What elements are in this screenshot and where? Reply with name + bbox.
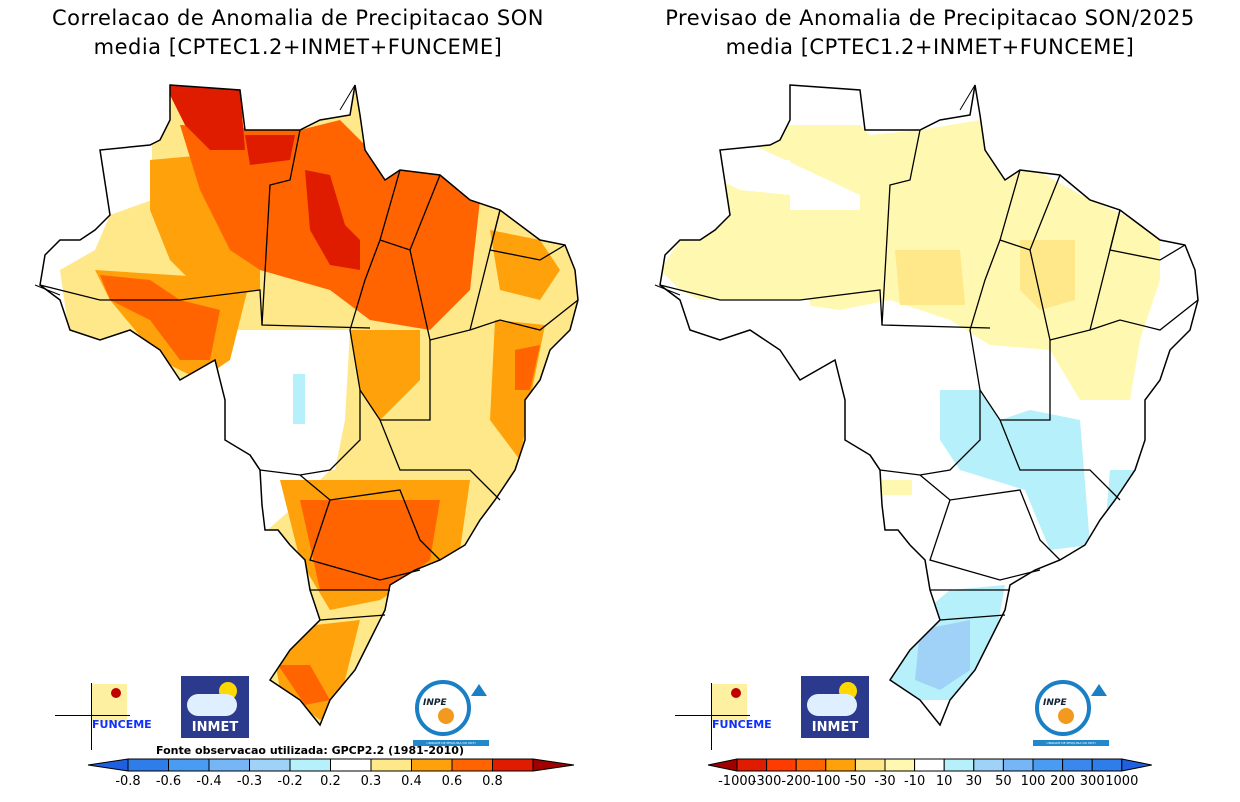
inmet-logo: INMET: [181, 676, 249, 738]
left-colorbar: -0.8 -0.6 -0.4 -0.3 -0.2 0.2 0.3 0.4 0.6 0.8: [87, 755, 575, 795]
zone-neutral-cw: [215, 330, 350, 470]
inmet-logo-right: INMET: [801, 676, 869, 738]
colorbar-tick-label: 200: [1050, 774, 1076, 789]
colorbar-swatch: [330, 758, 372, 772]
zone-0.6-0.8-rr: [165, 85, 245, 150]
colorbar-swatch: [1002, 758, 1034, 772]
colorbar-swatch: [451, 758, 493, 772]
colorbar-swatch: [854, 758, 886, 772]
colorbar-low-arrow: [707, 758, 738, 772]
zone-neutral-nw: [740, 160, 795, 190]
colorbar-tick-label: -0.8: [115, 774, 141, 789]
colorbar-swatch: [884, 758, 916, 772]
colorbar-tick-label: 50: [995, 774, 1012, 789]
colorbar-tick-label: 0.3: [360, 774, 382, 789]
zone-minus30-minus50-a: [895, 250, 965, 305]
colorbar-tick-label: -0.6: [155, 774, 182, 789]
zone-30-50: [915, 620, 970, 690]
inpe-subtitle: UNIDADE DE PESQUISA DO MCTI: [413, 740, 489, 746]
zone-minus10-minus30-sw: [882, 480, 912, 495]
zone-negative: [293, 374, 305, 424]
colorbar-swatch: [973, 758, 1004, 772]
colorbar-swatch: [1032, 758, 1064, 772]
colorbar-swatches: [707, 758, 1152, 772]
colorbar-tick-label: -200: [781, 774, 811, 789]
funceme-label: FUNCEME: [92, 718, 152, 731]
colorbar-tick-label: 100: [1020, 774, 1046, 789]
colorbar-swatch: [914, 758, 945, 772]
colorbar-tick-label: -30: [874, 774, 896, 789]
colorbar-swatch: [249, 758, 291, 772]
colorbar-swatches: [87, 758, 575, 772]
colorbar-tick-label: -300: [751, 774, 782, 789]
funceme-logo: FUNCEME: [55, 680, 155, 750]
colorbar-tick-label: -1000: [718, 774, 756, 789]
zone-0.6-0.8-n: [245, 135, 295, 165]
right-title-line1: Previsao de Anomalia de Precipitacao SON…: [665, 6, 1195, 30]
left-title-line1: Correlacao de Anomalia de Precipitacao S…: [52, 6, 544, 30]
left-map-title: Correlacao de Anomalia de Precipitacao S…: [0, 4, 608, 62]
colorbar-swatch: [943, 758, 975, 772]
data-source-note: Fonte observacao utilizada: GPCP2.2 (198…: [156, 744, 464, 757]
colorbar-tick-label: 0.8: [482, 774, 503, 789]
colorbar-tick-label: 1000: [1105, 774, 1139, 789]
inpe-subtitle: UNIDADE DE PESQUISA DO MCTI: [1033, 740, 1109, 746]
colorbar-low-arrow: [87, 758, 129, 772]
colorbar-tick-label: -50: [844, 774, 867, 789]
left-correlation-map: [34, 84, 579, 726]
left-title-line2: media [CPTEC1.2+INMET+FUNCEME]: [93, 35, 503, 59]
colorbar-swatch: [795, 758, 827, 772]
right-title-line2: media [CPTEC1.2+INMET+FUNCEME]: [725, 35, 1135, 59]
zone-minus30-minus50-b: [1020, 240, 1075, 310]
zone-neutral-w: [770, 300, 810, 320]
funceme-logo-right: FUNCEME: [675, 680, 775, 750]
colorbar-tick-label: -10: [903, 774, 926, 789]
colorbar-swatch: [1091, 758, 1123, 772]
zone-0.4-0.6-e: [515, 345, 540, 390]
zone-0.3-0.4-ne: [490, 230, 560, 300]
colorbar-tick-label: 10: [935, 774, 953, 789]
colorbar-tick-label: -0.3: [236, 774, 263, 789]
funceme-label: FUNCEME: [712, 718, 772, 731]
colorbar-tick-label: 30: [965, 774, 983, 789]
colorbar-swatch: [411, 758, 453, 772]
colorbar-swatch: [825, 758, 856, 772]
colorbar-high-arrow: [532, 758, 575, 772]
inpe-label: INPE: [423, 698, 447, 708]
right-map-title: Previsao de Anomalia de Precipitacao SON…: [620, 4, 1240, 62]
zone-0.4-0.6-w: [100, 275, 220, 360]
colorbar-swatch: [766, 758, 797, 772]
colorbar-swatch: [127, 758, 169, 772]
right-colorbar: -1000 -300 -200 -100 -50 -30 -10 10 30 50 100 200 30…: [707, 755, 1157, 795]
colorbar-swatch: [289, 758, 331, 772]
colorbar-tick-label: -0.4: [196, 774, 222, 789]
inpe-label: INPE: [1043, 698, 1067, 708]
colorbar-tick-label: -0.2: [277, 774, 303, 789]
colorbar-swatch: [168, 758, 210, 772]
zone-0.4-0.6-rs: [278, 665, 330, 705]
colorbar-high-arrow: [1121, 758, 1152, 772]
zone-0.3-0.4-c: [350, 330, 420, 420]
inpe-logo-right: INPE UNIDADE DE PESQUISA DO MCTI: [1033, 678, 1111, 746]
inpe-logo: INPE UNIDADE DE PESQUISA DO MCTI: [413, 678, 491, 746]
colorbar-tick-label: 0.2: [320, 774, 341, 789]
colorbar-swatch: [370, 758, 412, 772]
zone-10-30-c: [940, 390, 1090, 550]
colorbar-tick-label: 300: [1079, 774, 1105, 789]
colorbar-swatch: [736, 758, 768, 772]
colorbar-tick-label: -100: [811, 774, 841, 789]
colorbar-tick-label: 0.4: [401, 774, 422, 789]
inmet-label: INMET: [191, 720, 239, 735]
colorbar-swatch: [492, 758, 534, 772]
colorbar-swatch: [208, 758, 250, 772]
inmet-label: INMET: [811, 720, 859, 735]
zone-0.6-0.8-pa: [305, 170, 360, 270]
right-forecast-map: [654, 84, 1199, 726]
colorbar-swatch: [1062, 758, 1093, 772]
colorbar-tick-label: 0.6: [441, 774, 463, 789]
